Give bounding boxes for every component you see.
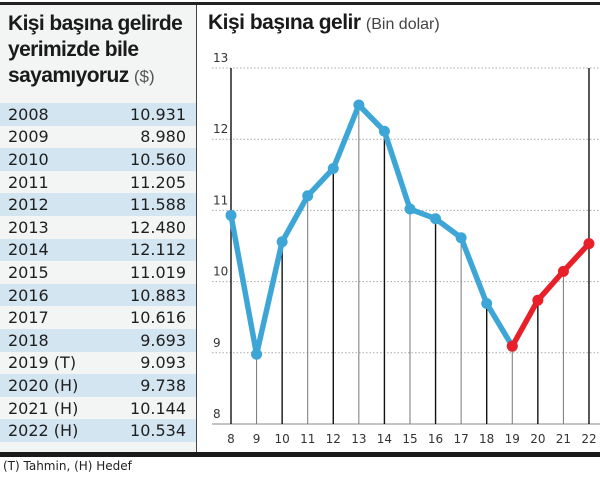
row-value: 10.144 [130,398,186,418]
row-year: 2016 [8,285,49,305]
row-value: 12.480 [130,217,186,237]
row-year: 2021 (H) [8,398,79,418]
data-point-marker [455,232,467,244]
footnote: (T) Tahmin, (H) Hedef [3,459,132,473]
income-table: 2008 10.931 2009 8.980 2010 10.560 2011 11.205 2… [0,103,196,442]
row-year: 2008 [8,104,49,124]
x-tick-label: 22 [581,432,596,446]
row-year: 2022 (H) [8,421,79,441]
table-row: 2022 (H) 10.534 [0,419,196,442]
row-year: 2011 [8,172,49,192]
table-row: 2008 10.931 [0,103,196,126]
x-tick-label: 19 [505,432,520,446]
table-row: 2016 10.883 [0,283,196,307]
data-point-marker [583,238,595,250]
row-year: 2012 [8,195,49,215]
table-row: 2017 10.616 [0,306,196,329]
row-year: 2010 [8,149,49,169]
x-tick-label: 10 [274,432,289,446]
chart-title: Kişi başına gelir (Bin dolar) [208,11,440,35]
x-tick-label: 12 [326,432,341,446]
table-row: 2011 11.205 [0,171,196,194]
row-year: 2013 [8,217,49,237]
row-year: 2018 [8,330,49,350]
row-year: 2009 [8,127,49,147]
row-value: 10.931 [130,104,186,124]
data-point-marker [532,294,544,306]
bottom-rule [0,452,600,457]
data-point-marker [225,209,237,221]
y-tick-label: 8 [213,407,221,421]
table-title: Kişi başına gelirde yerimizde bile sayam… [8,11,198,90]
chart-title-text: Kişi başına gelir [208,11,361,34]
y-tick-label: 11 [213,193,228,207]
row-year: 2014 [8,240,49,260]
data-point-marker [378,125,390,137]
target-series-line [509,240,592,349]
data-point-marker [481,297,493,309]
row-value: 9.093 [140,353,186,373]
data-point-marker [251,348,263,360]
row-value: 10.616 [130,308,186,328]
table-unit: ($) [133,67,155,86]
x-tick-label: 15 [402,432,417,446]
y-tick-label: 10 [213,265,228,279]
x-tick-label: 21 [556,432,571,446]
x-tick-label: 20 [530,432,545,446]
table-row: 2015 11.019 [0,261,196,284]
x-tick-label: 18 [479,432,494,446]
table-row: 2014 12.112 [0,238,196,262]
data-point-marker [276,236,288,248]
data-table-panel: Kişi başına gelirde yerimizde bile sayam… [0,5,197,452]
top-rule [0,2,600,5]
data-point-marker [430,213,442,225]
y-tick-label: 13 [213,51,228,65]
row-value: 10.883 [130,285,186,305]
table-row: 2010 10.560 [0,148,196,171]
x-tick-label: 13 [351,432,366,446]
row-year: 2020 (H) [8,375,79,395]
y-tick-label: 9 [213,336,221,350]
x-tick-label: 14 [377,432,392,446]
x-tick-label: 16 [428,432,443,446]
data-point-marker [353,99,365,111]
row-year: 2019 (T) [8,353,77,373]
data-point-marker [327,163,339,175]
table-row: 2020 (H) 9.738 [0,374,196,397]
x-tick-label: 17 [453,432,468,446]
line-chart: 8 9 10 11 12 13 8 9 10 11 12 13 14 15 16 17 18 19 20 21 22 [212,51,600,446]
table-row: 2021 (H) 10.144 [0,397,196,420]
row-value: 9.693 [140,330,186,350]
row-value: 11.205 [130,172,186,192]
table-row: 2018 9.693 [0,328,196,352]
data-point-marker [557,265,569,277]
table-row: 2013 12.480 [0,216,196,239]
table-row: 2009 8.980 [0,126,196,149]
row-value: 9.738 [140,375,186,395]
x-tick-label: 11 [300,432,315,446]
table-title-text: Kişi başına gelirde yerimizde bile sayam… [8,12,183,87]
row-value: 12.112 [130,240,186,260]
chart-unit: (Bin dolar) [365,16,440,33]
table-row: 2012 11.588 [0,193,196,216]
x-tick-label: 8 [227,432,235,446]
row-value: 10.560 [130,149,186,169]
row-value: 11.588 [130,195,186,215]
row-value: 10.534 [130,421,186,441]
row-year: 2017 [8,308,49,328]
data-point-marker [302,190,314,202]
x-tick-label: 9 [253,432,261,446]
y-tick-label: 12 [213,122,228,136]
table-row: 2019 (T) 9.093 [0,352,196,375]
row-value: 8.980 [140,127,186,147]
actual-series-line [228,102,516,357]
data-point-marker [506,340,518,352]
row-value: 11.019 [130,262,186,282]
row-year: 2015 [8,262,49,282]
data-point-marker [404,203,416,215]
